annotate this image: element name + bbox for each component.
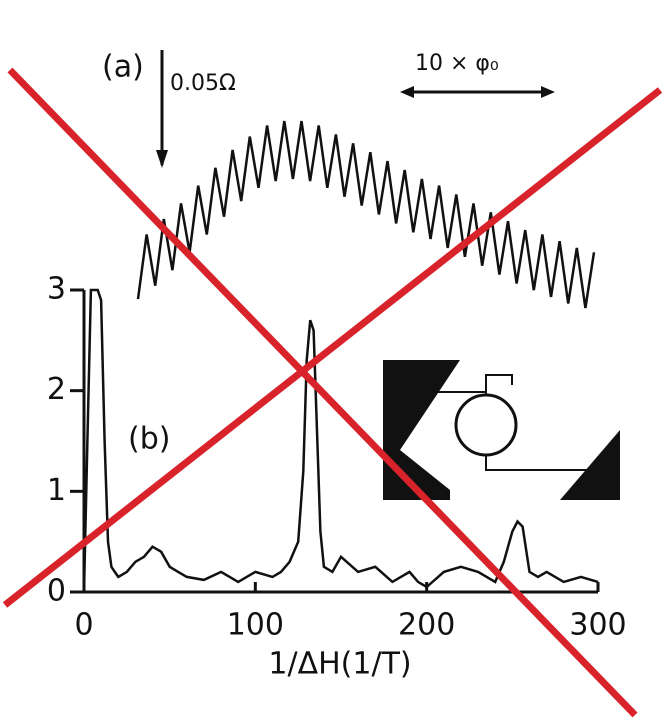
x-tick-label: 200 [398, 608, 455, 643]
inset-schematic [383, 360, 620, 500]
y-tick-label: 3 [47, 272, 66, 307]
x-tick-label: 300 [569, 608, 626, 643]
y-tick-label: 2 [47, 372, 66, 407]
x-tick-label: 100 [227, 608, 284, 643]
x-axis-title: 1/ΔH(1/T) [268, 647, 411, 682]
inset-ring [456, 395, 516, 455]
y-tick-label: 1 [47, 473, 66, 508]
arrow-head [541, 86, 555, 98]
arrow-head [400, 86, 414, 98]
arrow-head [156, 150, 168, 168]
figure: (a) 0.05Ω 10 × φ₀ (b) 1/ΔH(1/T) 0 1 2 3 0 100… [0, 0, 665, 724]
trace-line [138, 121, 594, 308]
panel-label: (a) [102, 50, 144, 85]
panel-a-annotations: (a) 0.05Ω 10 × φ₀ [102, 50, 555, 169]
panel-label: (b) [128, 422, 170, 457]
inset-shape [383, 360, 460, 500]
period-label: 10 × φ₀ [415, 51, 499, 76]
x-tick-label: 0 [74, 608, 93, 643]
scale-label: 0.05Ω [170, 71, 236, 96]
y-tick-label: 0 [47, 574, 66, 609]
inset-wire [486, 375, 512, 395]
